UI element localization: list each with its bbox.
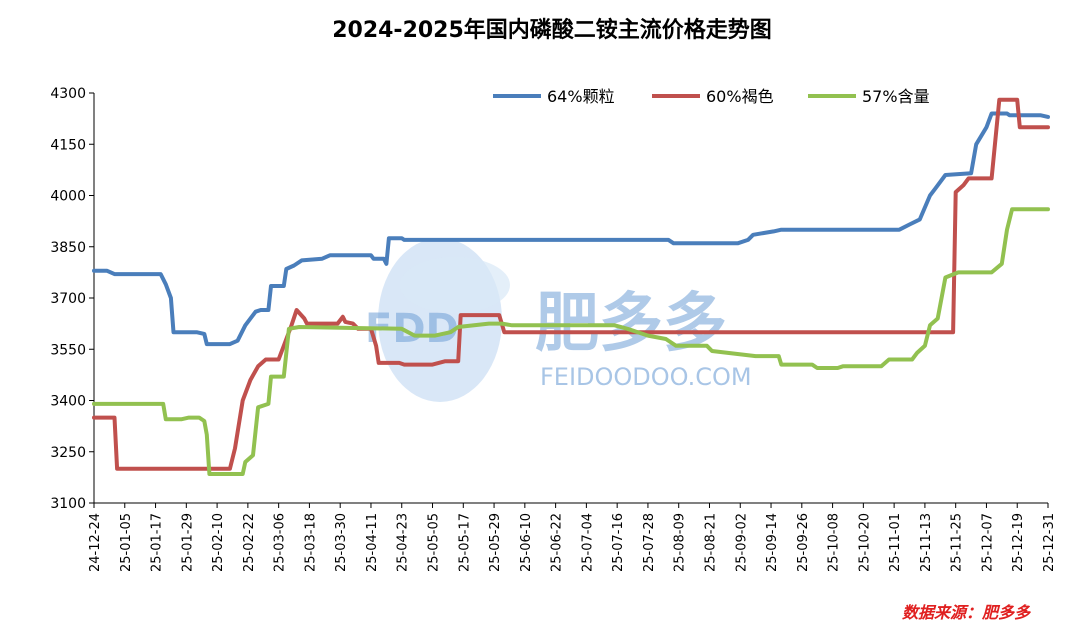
x-tick-label: 25-11-01 xyxy=(888,513,903,572)
y-tick-label: 3250 xyxy=(50,445,86,461)
x-tick-label: 25-01-05 xyxy=(119,513,134,572)
x-tick-label: 25-09-02 xyxy=(734,513,749,572)
legend: 64%颗粒 60%褐色 57%含量 xyxy=(493,87,930,106)
x-tick-label: 24-12-24 xyxy=(88,513,103,572)
watermark-logo: FDD 肥多多 FEIDOODOO.COM xyxy=(365,238,752,402)
x-tick-label: 25-03-30 xyxy=(334,513,349,572)
y-tick-label: 4150 xyxy=(50,137,86,153)
x-tick-label: 25-05-17 xyxy=(457,513,472,572)
legend-label-3: 57%含量 xyxy=(862,87,930,106)
x-tick-label: 25-02-10 xyxy=(211,513,226,572)
x-tick-label: 25-10-08 xyxy=(827,513,842,572)
x-tick-label: 25-11-13 xyxy=(919,513,934,572)
x-tick-label: 25-01-29 xyxy=(180,513,195,572)
x-tick-label: 25-04-23 xyxy=(396,513,411,572)
series-line-2 xyxy=(92,97,1050,471)
y-tick-label: 3850 xyxy=(50,240,86,256)
x-tick-label: 25-07-28 xyxy=(642,513,657,572)
x-tick-label: 25-10-20 xyxy=(857,513,872,572)
watermark-url: FEIDOODOO.COM xyxy=(540,363,752,391)
x-tick-label: 25-03-18 xyxy=(303,513,318,572)
legend-label-1: 64%颗粒 xyxy=(547,87,615,106)
x-tick-label: 25-01-17 xyxy=(150,513,165,572)
y-tick-label: 4000 xyxy=(50,189,86,205)
x-tick-label: 25-07-04 xyxy=(580,513,595,572)
x-tick-label: 25-07-16 xyxy=(611,513,626,572)
y-tick-label: 3700 xyxy=(50,291,86,307)
x-tick-label: 25-12-31 xyxy=(1042,513,1057,572)
y-tick-label: 4300 xyxy=(50,86,86,102)
x-tick-label: 25-03-06 xyxy=(273,513,288,572)
series-line-1 xyxy=(92,111,1050,347)
x-tick-label: 25-06-10 xyxy=(519,513,534,572)
chart-title: 2024-2025年国内磷酸二铵主流价格走势图 xyxy=(332,17,772,43)
x-tick-label: 25-02-22 xyxy=(242,513,257,572)
x-tick-label: 25-12-07 xyxy=(980,513,995,572)
legend-label-2: 60%褐色 xyxy=(706,87,774,106)
x-tick-label: 25-04-11 xyxy=(365,513,380,572)
x-tick-label: 25-08-21 xyxy=(703,513,718,572)
y-tick-label: 3100 xyxy=(50,496,86,512)
axes: 3100 3250 3400 3550 3700 3850 4000 4150 4300 24-1… xyxy=(50,86,1057,572)
x-tick-label: 25-05-05 xyxy=(427,513,442,572)
watermark-leaf-icon xyxy=(400,257,510,313)
data-source-label: 数据来源：肥多多 xyxy=(902,603,1032,622)
x-tick-label: 25-09-26 xyxy=(796,513,811,572)
y-tick-label: 3550 xyxy=(50,342,86,358)
series-lines xyxy=(92,97,1050,476)
x-tick-label: 25-06-22 xyxy=(550,513,565,572)
series-line-3 xyxy=(92,207,1050,476)
x-tick-label: 25-09-14 xyxy=(765,513,780,572)
x-tick-label: 25-12-19 xyxy=(1011,513,1026,572)
y-tick-label: 3400 xyxy=(50,394,86,410)
x-tick-label: 25-08-09 xyxy=(673,513,688,572)
x-tick-label: 25-11-25 xyxy=(950,513,965,572)
x-tick-label: 25-05-29 xyxy=(488,513,503,572)
